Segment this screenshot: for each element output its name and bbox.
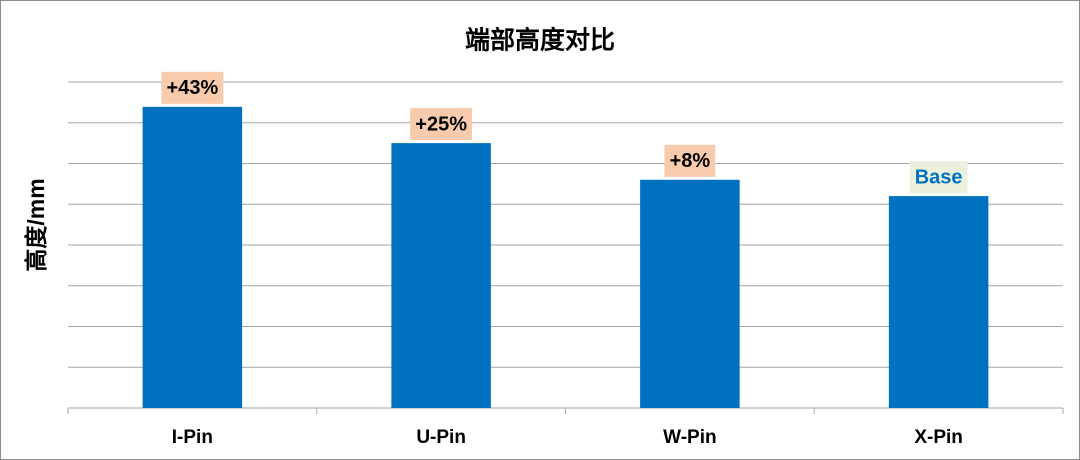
annotation-box (410, 108, 473, 141)
x-tick-label: X-Pin (914, 427, 963, 448)
annotation-box (909, 161, 968, 194)
annotation: Base (915, 166, 963, 188)
bar (142, 106, 243, 409)
annotation: +43% (167, 77, 219, 99)
annotation: +8% (670, 150, 711, 172)
x-tick-label: W-Pin (663, 427, 716, 448)
bar (888, 196, 989, 408)
bar (391, 143, 491, 408)
y-axis-label: 高度/mm (23, 178, 49, 271)
chart-title: 端部高度对比 (465, 26, 615, 55)
bar (640, 179, 740, 408)
annotation: +25% (415, 113, 467, 135)
annotation-box (161, 71, 224, 104)
x-tick-label: I-Pin (172, 427, 213, 448)
annotation-box (664, 144, 716, 177)
x-tick-label: U-Pin (416, 427, 466, 448)
